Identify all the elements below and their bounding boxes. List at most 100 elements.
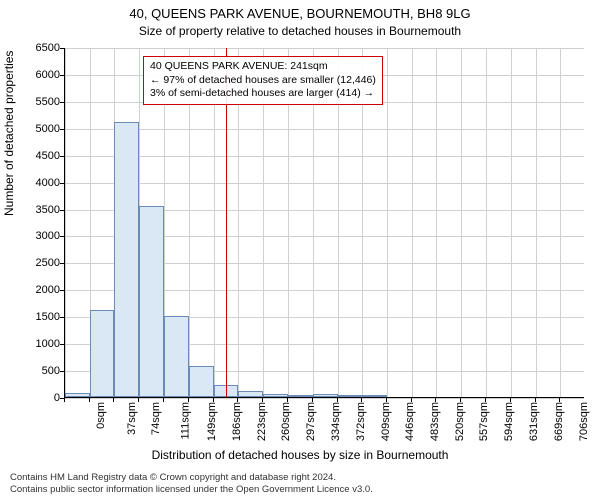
x-tick-label: 334sqm — [330, 402, 342, 441]
x-tick-label: 483sqm — [429, 402, 441, 441]
footer-attribution: Contains HM Land Registry data © Crown c… — [10, 472, 373, 496]
x-tick-mark — [460, 398, 461, 402]
y-tick-mark — [60, 129, 64, 130]
x-tick-label: 372sqm — [355, 402, 367, 441]
y-tick-label: 1000 — [10, 338, 60, 350]
y-tick-label: 6500 — [10, 42, 60, 54]
annotation-line: 3% of semi-detached houses are larger (4… — [150, 87, 376, 101]
x-tick-mark — [312, 398, 313, 402]
gridline-v — [436, 48, 437, 397]
histogram-bar — [189, 366, 214, 397]
gridline-v — [536, 48, 537, 397]
y-tick-mark — [60, 371, 64, 372]
x-tick-mark — [237, 398, 238, 402]
gridline-v — [65, 48, 66, 397]
x-tick-mark — [262, 398, 263, 402]
y-tick-mark — [60, 263, 64, 264]
x-tick-label: 520sqm — [454, 402, 466, 441]
x-tick-label: 631sqm — [528, 402, 540, 441]
y-tick-label: 500 — [10, 365, 60, 377]
x-tick-mark — [213, 398, 214, 402]
gridline-v — [560, 48, 561, 397]
x-tick-mark — [138, 398, 139, 402]
histogram-bar — [114, 122, 139, 397]
x-tick-mark — [361, 398, 362, 402]
histogram-bar — [338, 395, 363, 397]
chart-container: 40, QUEENS PARK AVENUE, BOURNEMOUTH, BH8… — [0, 0, 600, 500]
y-tick-label: 0 — [10, 392, 60, 404]
x-tick-mark — [113, 398, 114, 402]
x-tick-mark — [163, 398, 164, 402]
histogram-bar — [362, 395, 387, 397]
y-tick-label: 4000 — [10, 177, 60, 189]
x-tick-mark — [559, 398, 560, 402]
y-tick-mark — [60, 183, 64, 184]
gridline-h — [65, 48, 584, 49]
gridline-h — [65, 156, 584, 157]
x-tick-label: 409sqm — [380, 402, 392, 441]
x-tick-mark — [386, 398, 387, 402]
histogram-bar — [238, 391, 263, 397]
x-tick-mark — [411, 398, 412, 402]
x-tick-mark — [287, 398, 288, 402]
x-tick-mark — [188, 398, 189, 402]
gridline-h — [65, 129, 584, 130]
histogram-bar — [288, 395, 313, 397]
gridline-v — [387, 48, 388, 397]
y-tick-label: 5000 — [10, 123, 60, 135]
x-tick-label: 446sqm — [404, 402, 416, 441]
y-tick-label: 2500 — [10, 257, 60, 269]
x-tick-label: 186sqm — [231, 402, 243, 441]
x-tick-label: 669sqm — [553, 402, 565, 441]
x-tick-mark — [435, 398, 436, 402]
x-tick-label: 557sqm — [478, 402, 490, 441]
y-tick-mark — [60, 102, 64, 103]
y-tick-label: 2000 — [10, 284, 60, 296]
x-tick-label: 297sqm — [305, 402, 317, 441]
x-tick-label: 111sqm — [180, 402, 192, 440]
y-tick-label: 3500 — [10, 204, 60, 216]
y-tick-label: 4500 — [10, 150, 60, 162]
y-tick-mark — [60, 48, 64, 49]
histogram-bar — [164, 316, 189, 397]
x-tick-label: 74sqm — [150, 402, 162, 435]
gridline-v — [412, 48, 413, 397]
y-tick-mark — [60, 210, 64, 211]
y-tick-mark — [60, 344, 64, 345]
plot-area: 40 QUEENS PARK AVENUE: 241sqm← 97% of de… — [64, 48, 584, 398]
x-tick-label: 149sqm — [206, 402, 218, 441]
gridline-v — [461, 48, 462, 397]
histogram-bar — [263, 394, 288, 397]
x-tick-mark — [510, 398, 511, 402]
x-tick-label: 223sqm — [256, 402, 268, 441]
x-tick-mark — [485, 398, 486, 402]
chart-title: 40, QUEENS PARK AVENUE, BOURNEMOUTH, BH8… — [0, 6, 600, 21]
histogram-bar — [139, 206, 164, 397]
annotation-box: 40 QUEENS PARK AVENUE: 241sqm← 97% of de… — [143, 56, 383, 105]
y-tick-mark — [60, 236, 64, 237]
y-tick-mark — [60, 156, 64, 157]
footer-line: Contains public sector information licen… — [10, 484, 373, 496]
x-tick-mark — [535, 398, 536, 402]
annotation-line: ← 97% of detached houses are smaller (12… — [150, 74, 376, 88]
gridline-v — [486, 48, 487, 397]
y-tick-label: 5500 — [10, 96, 60, 108]
gridline-v — [511, 48, 512, 397]
y-tick-label: 3000 — [10, 230, 60, 242]
annotation-line: 40 QUEENS PARK AVENUE: 241sqm — [150, 60, 376, 74]
histogram-bar — [313, 394, 338, 397]
x-tick-mark — [89, 398, 90, 402]
y-tick-label: 6000 — [10, 69, 60, 81]
gridline-h — [65, 398, 584, 399]
x-tick-label: 260sqm — [280, 402, 292, 441]
footer-line: Contains HM Land Registry data © Crown c… — [10, 472, 373, 484]
y-tick-label: 1500 — [10, 311, 60, 323]
x-tick-label: 37sqm — [126, 402, 138, 435]
x-axis-label: Distribution of detached houses by size … — [0, 448, 600, 462]
histogram-bar — [90, 310, 115, 397]
y-tick-mark — [60, 317, 64, 318]
x-tick-mark — [337, 398, 338, 402]
x-tick-label: 594sqm — [503, 402, 515, 441]
x-tick-mark — [64, 398, 65, 402]
x-tick-label: 0sqm — [95, 402, 107, 429]
